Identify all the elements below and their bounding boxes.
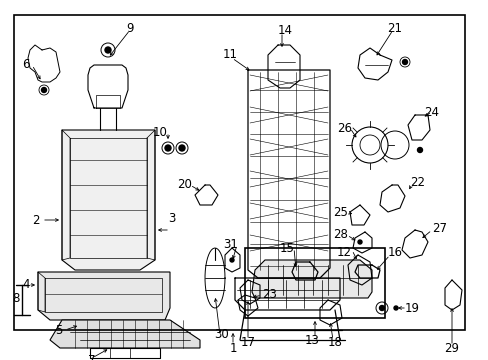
Text: 15: 15	[280, 242, 294, 255]
Text: 11: 11	[222, 49, 237, 62]
Text: 12: 12	[336, 246, 351, 258]
Text: 27: 27	[431, 221, 446, 234]
Polygon shape	[62, 130, 155, 270]
Text: 30: 30	[214, 328, 229, 342]
Polygon shape	[38, 272, 170, 320]
Text: 28: 28	[332, 229, 347, 242]
Circle shape	[105, 47, 111, 53]
Text: 6: 6	[22, 58, 30, 72]
Text: 22: 22	[409, 175, 424, 189]
Text: 14: 14	[277, 23, 292, 36]
Circle shape	[402, 59, 407, 64]
Text: 5: 5	[55, 324, 62, 337]
Text: 29: 29	[444, 342, 459, 355]
Circle shape	[229, 258, 234, 262]
Text: 23: 23	[262, 288, 276, 302]
Text: 9: 9	[126, 22, 134, 35]
Text: 31: 31	[223, 238, 238, 252]
Text: 18: 18	[327, 336, 342, 348]
Bar	[14, 15, 464, 330]
Text: 2: 2	[32, 213, 40, 226]
Circle shape	[393, 306, 397, 310]
Text: 21: 21	[386, 22, 402, 35]
Text: 20: 20	[177, 179, 192, 192]
Text: 13: 13	[304, 333, 319, 346]
Circle shape	[41, 87, 46, 93]
Circle shape	[379, 306, 384, 310]
Circle shape	[179, 145, 184, 151]
Text: 24: 24	[424, 105, 439, 118]
Text: 3: 3	[168, 211, 175, 225]
Text: 16: 16	[387, 246, 402, 258]
Text: 10: 10	[153, 126, 168, 139]
Circle shape	[164, 145, 171, 151]
Text: 19: 19	[404, 302, 419, 315]
Text: 8: 8	[13, 292, 20, 305]
Text: 17: 17	[240, 336, 255, 348]
Circle shape	[417, 148, 422, 153]
Bar	[244, 248, 384, 318]
Text: 4: 4	[22, 279, 30, 292]
Text: 26: 26	[336, 122, 351, 135]
Circle shape	[357, 240, 361, 244]
Polygon shape	[50, 320, 200, 348]
Text: 7: 7	[88, 354, 96, 360]
Polygon shape	[251, 260, 371, 298]
Text: 25: 25	[332, 206, 347, 219]
Text: 1: 1	[229, 342, 236, 355]
